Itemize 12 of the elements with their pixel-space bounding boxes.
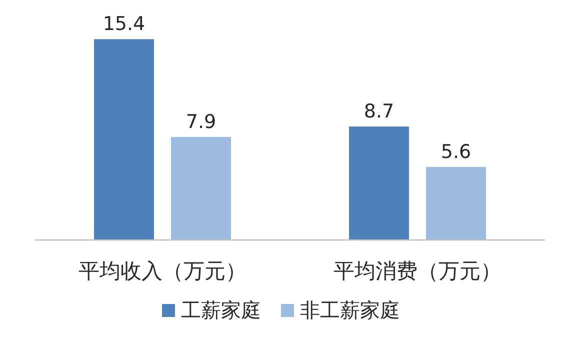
- data-label: 8.7: [364, 100, 394, 123]
- legend-label: 工薪家庭: [181, 298, 261, 322]
- bar: [94, 39, 154, 240]
- bar: [349, 126, 409, 240]
- data-label: 15.4: [102, 13, 146, 36]
- bar: [171, 136, 231, 240]
- x-tick-label: 平均消费（万元）: [334, 259, 502, 283]
- data-label: 7.9: [186, 110, 216, 133]
- bar: [426, 166, 486, 240]
- data-label: 5.6: [440, 140, 472, 163]
- x-tick-label: 平均收入（万元）: [78, 259, 246, 283]
- legend-label: 非工薪家庭: [300, 298, 400, 322]
